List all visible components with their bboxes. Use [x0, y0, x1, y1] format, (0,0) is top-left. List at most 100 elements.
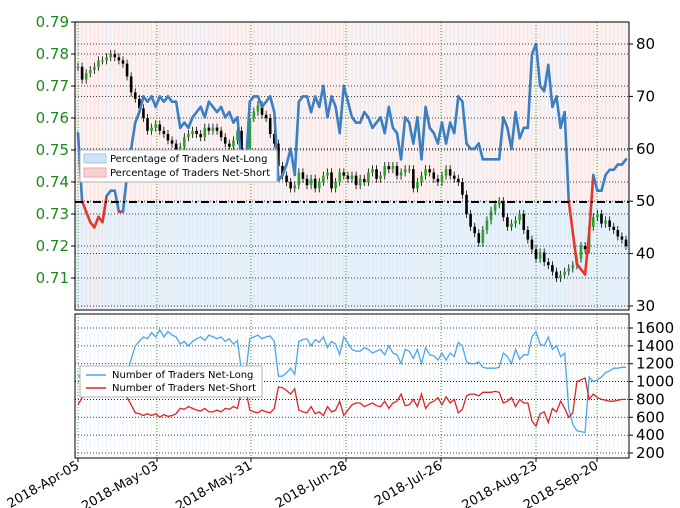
- percent-segment: [174, 100, 182, 130]
- percent-segment: [424, 105, 432, 130]
- price-candles: [76, 50, 628, 282]
- candle-body: [420, 175, 423, 182]
- candle-body: [203, 127, 207, 138]
- percent-segment: [338, 84, 346, 135]
- right-tick-label: 30: [636, 297, 655, 315]
- candle-body: [146, 118, 149, 131]
- candle-body: [444, 169, 448, 176]
- percent-segment: [228, 110, 235, 124]
- candle-body: [481, 230, 485, 243]
- percent-segment: [342, 84, 350, 103]
- candle-body: [489, 210, 493, 221]
- candle-body: [346, 175, 350, 179]
- percent-segment: [587, 173, 595, 234]
- candle-body: [232, 140, 235, 147]
- percent-segment: [322, 84, 329, 119]
- candle-body: [277, 143, 280, 166]
- right-tick-label: 80: [636, 35, 655, 53]
- count-tick-label: 1400: [636, 337, 674, 355]
- percent-segment: [600, 173, 607, 193]
- legend-label-count-short: Number of Traders Net-Short: [112, 383, 256, 394]
- candle-body: [223, 137, 227, 144]
- candle-body: [84, 73, 88, 80]
- left-tick-label: 0.74: [36, 173, 69, 191]
- right-tick-label: 60: [636, 140, 655, 158]
- candle-body: [285, 175, 288, 182]
- candle-body: [105, 57, 108, 61]
- right-tick-label: 70: [636, 87, 655, 105]
- candle-body: [502, 201, 505, 218]
- candle-body: [313, 178, 317, 189]
- left-tick-label: 0.71: [36, 269, 69, 287]
- x-tick-label: 2018-Jul-26: [372, 458, 445, 508]
- percent-segment: [591, 173, 599, 193]
- candle-body: [338, 172, 342, 182]
- candle-body: [375, 169, 378, 179]
- candle-body: [260, 105, 264, 115]
- candle-body: [436, 178, 440, 182]
- candle-body: [522, 214, 526, 230]
- percent-segment: [256, 95, 264, 109]
- x-tick-label: 2018-Apr-05: [5, 458, 82, 508]
- x-tick-label: 2018-Jun-28: [273, 458, 350, 508]
- percent-segment: [203, 100, 211, 119]
- candle-body: [211, 127, 215, 131]
- right-tick-label: 40: [636, 245, 655, 263]
- count-net-short-line: [77, 377, 626, 428]
- candle-body: [174, 143, 178, 150]
- candle-body: [195, 130, 198, 134]
- candle-body: [207, 127, 211, 131]
- candle-body: [240, 130, 243, 163]
- candle-body: [457, 178, 460, 182]
- candle-body: [506, 217, 509, 227]
- candle-body: [342, 172, 346, 176]
- percent-segment: [534, 42, 542, 88]
- grid-bottom: [75, 314, 629, 458]
- candle-body: [379, 175, 382, 179]
- candle-body: [80, 66, 84, 80]
- legend-swatch-net-short: [83, 167, 107, 178]
- percent-segment: [367, 116, 374, 130]
- candle-body: [97, 60, 100, 67]
- candle-body: [268, 118, 272, 134]
- candle-body: [113, 54, 117, 58]
- percent-segment: [93, 215, 100, 229]
- candle-body: [358, 178, 362, 186]
- candle-body: [612, 226, 616, 230]
- candle-body: [133, 92, 137, 99]
- candle-body: [604, 220, 607, 224]
- candle-body: [551, 265, 554, 272]
- legend-bottom: Number of Traders Net-Long Number of Tra…: [79, 365, 263, 398]
- percent-segment: [330, 95, 337, 109]
- candle-body: [191, 130, 194, 134]
- percent-segment: [526, 53, 534, 130]
- candle-body: [301, 172, 305, 179]
- candle-body: [317, 182, 321, 189]
- candle-body: [383, 166, 387, 176]
- percent-segment: [444, 121, 452, 145]
- legend-label-count-long: Number of Traders Net-Long: [112, 370, 253, 381]
- left-price-axis: 0.71 0.72 0.73 0.74 0.75 0.76 0.77 0.78 0.79: [36, 13, 75, 287]
- right-tick-label: 50: [636, 192, 655, 210]
- count-tick-label: 200: [636, 444, 665, 462]
- legend-label-net-long: Percentage of Traders Net-Long: [110, 154, 268, 165]
- candle-body: [219, 130, 223, 138]
- percent-segment: [133, 110, 141, 124]
- percent-segment: [497, 116, 505, 161]
- candle-body: [248, 118, 252, 157]
- candle-body: [272, 134, 276, 144]
- top-panel: 0.71 0.72 0.73 0.74 0.75 0.76 0.77 0.78 0.79 30 4…: [36, 13, 656, 315]
- right-percent-axis: 30 40 50 60 70 80: [629, 35, 655, 315]
- percent-segment: [510, 110, 517, 151]
- percent-segment: [546, 63, 554, 109]
- candle-body: [371, 169, 374, 173]
- percent-segment: [399, 116, 407, 161]
- percent-segment: [358, 110, 366, 124]
- percent-segment: [305, 95, 313, 114]
- percent-segment: [309, 95, 317, 114]
- x-tick-label: 2018-May-03: [79, 458, 161, 508]
- candle-body: [129, 76, 133, 93]
- candle-body: [170, 140, 174, 144]
- candle-body: [297, 172, 301, 186]
- candle-body: [289, 182, 292, 189]
